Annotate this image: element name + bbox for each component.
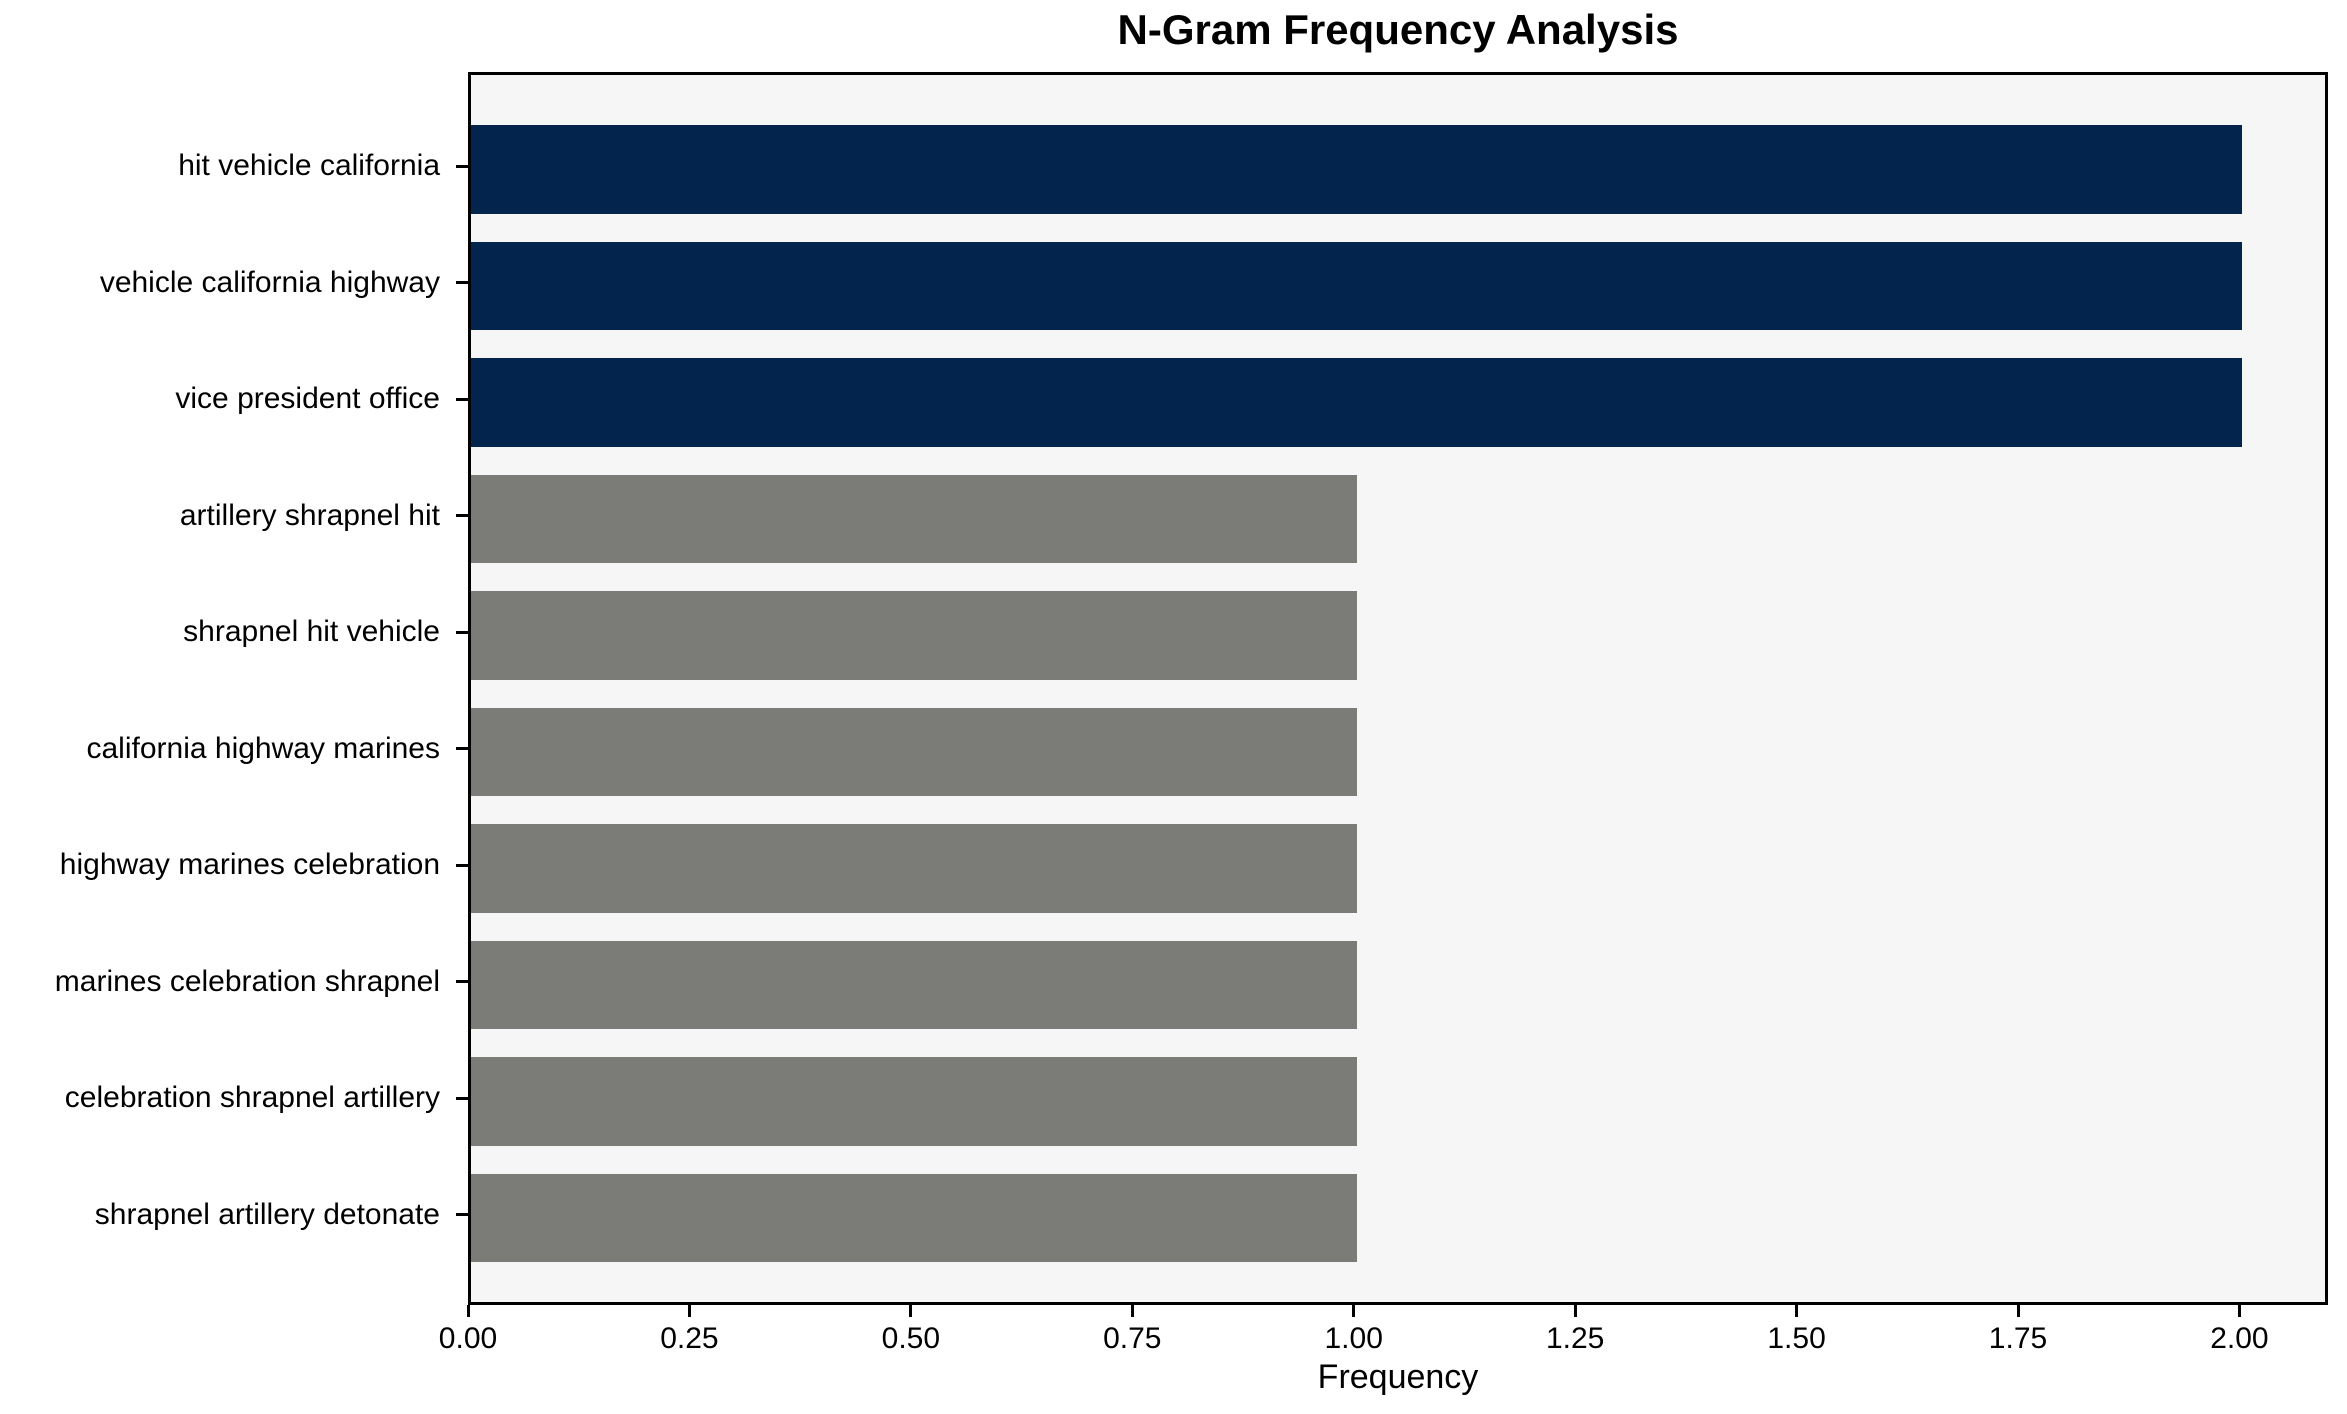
y-tick-label: shrapnel hit vehicle [183,615,440,649]
x-tick-mark [1130,1305,1134,1317]
x-tick-mark [1573,1305,1577,1317]
x-tick-mark [466,1305,470,1317]
bar-marines-celebration-shrapnel [471,940,1357,1029]
x-tick-label: 0.00 [438,1322,498,1355]
x-tick-label: 1.50 [1767,1322,1826,1355]
y-tick-mark [456,397,468,401]
y-tick-mark [456,747,468,751]
y-tick-mark [456,1213,468,1217]
x-tick-mark [687,1305,691,1317]
x-tick-label: 1.75 [1988,1322,2048,1355]
bar-shrapnel-hit-vehicle [471,591,1357,680]
x-tick-label: 0.25 [660,1322,719,1355]
bar-vice-president-office [471,358,2243,447]
bar-shrapnel-artillery-detonate [471,1173,1357,1262]
x-tick-label: 0.75 [1103,1322,1162,1355]
y-tick-label: vehicle california highway [99,265,440,299]
x-tick-mark [2237,1305,2241,1317]
y-tick-label: celebration shrapnel artillery [64,1081,440,1115]
bar-highway-marines-celebration [471,824,1357,913]
y-tick-mark [456,281,468,285]
bar-vehicle-california-highway [471,241,2243,330]
chart-title: N-Gram Frequency Analysis [1117,6,1679,53]
bar-hit-vehicle-california [471,125,2243,214]
x-tick-mark [1352,1305,1356,1317]
y-tick-label: artillery shrapnel hit [179,498,440,532]
bar-artillery-shrapnel-hit [471,474,1357,563]
y-tick-mark [456,630,468,634]
y-tick-label: vice president office [175,382,440,416]
x-tick-label: 1.25 [1545,1322,1605,1355]
y-tick-label: shrapnel artillery detonate [94,1197,440,1231]
bar-celebration-shrapnel-artillery [471,1057,1357,1146]
x-tick-mark [909,1305,913,1317]
y-tick-label: highway marines celebration [59,848,440,882]
plot-area [468,72,2328,1305]
x-tick-label: 0.50 [881,1322,941,1355]
y-tick-mark [456,1096,468,1100]
y-tick-label: california highway marines [86,731,441,765]
y-tick-mark [456,164,468,168]
y-tick-mark [456,514,468,518]
x-tick-mark [2016,1305,2020,1317]
y-tick-label: hit vehicle california [178,149,440,183]
y-tick-mark [456,863,468,867]
x-tick-label: 2.00 [2210,1322,2269,1355]
x-tick-mark [1795,1305,1799,1317]
x-tick-label: 1.00 [1324,1322,1383,1355]
y-tick-label: marines celebration shrapnel [54,964,440,998]
bar-california-highway-marines [471,707,1357,796]
x-axis-label: Frequency [1317,1358,1479,1396]
y-tick-mark [456,980,468,984]
